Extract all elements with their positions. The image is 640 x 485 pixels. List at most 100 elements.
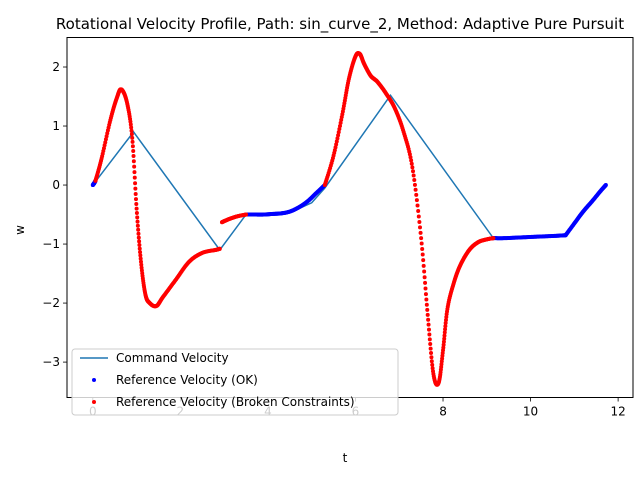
reference-broken-point (131, 159, 136, 164)
reference-broken-point (129, 125, 134, 130)
reference-broken-point (335, 136, 340, 141)
reference-ok-point (603, 183, 608, 188)
reference-broken-point (336, 130, 341, 135)
reference-broken-point (130, 144, 135, 149)
reference-broken-point (129, 128, 134, 133)
reference-broken-point (424, 297, 429, 302)
reference-broken-point (137, 246, 142, 251)
reference-broken-point (416, 214, 421, 219)
reference-broken-point (139, 262, 144, 267)
chart-title: Rotational Velocity Profile, Path: sin_c… (56, 15, 624, 34)
reference-broken-point (337, 127, 342, 132)
reference-broken-point (133, 192, 138, 196)
reference-broken-point (414, 192, 419, 197)
reference-broken-point (414, 198, 419, 203)
reference-broken-point (408, 155, 413, 160)
reference-broken-point (136, 227, 141, 232)
legend-box (71, 348, 399, 416)
reference-broken-point (430, 362, 435, 367)
reference-broken-point (420, 252, 425, 257)
y-axis: −3 −2 −1 0 1 2 (42, 60, 67, 369)
reference-broken-point (411, 173, 416, 178)
reference-broken-point (419, 241, 424, 246)
reference-broken-point (418, 225, 422, 230)
x-tick-label: 12 (610, 405, 625, 419)
reference-broken-point (338, 123, 342, 128)
reference-broken-point (424, 302, 429, 307)
reference-broken-point (134, 202, 139, 207)
reference-broken-point (135, 219, 140, 224)
reference-broken-point (423, 280, 428, 285)
reference-broken-point (138, 259, 143, 264)
reference-broken-point (334, 139, 339, 144)
reference-broken-point (442, 336, 447, 341)
reference-broken-point (429, 359, 434, 364)
reference-broken-point (426, 317, 431, 322)
reference-broken-point (135, 215, 140, 220)
legend-label-ok: Reference Velocity (OK) (116, 373, 258, 387)
reference-broken-point (413, 187, 418, 192)
reference-broken-point (421, 263, 426, 268)
reference-broken-point (443, 321, 448, 325)
reference-broken-point (137, 243, 142, 248)
legend-label-broken: Reference Velocity (Broken Constraints) (116, 395, 355, 409)
reference-broken-point (129, 132, 134, 137)
reference-broken-point (415, 203, 420, 208)
reference-broken-point (412, 182, 417, 187)
reference-broken-point (128, 122, 133, 127)
reference-broken-point (429, 355, 434, 360)
y-axis-label: w (13, 225, 27, 235)
reference-broken-point (425, 312, 430, 317)
reference-broken-point (427, 337, 432, 342)
y-tick-label: 0 (52, 178, 60, 192)
reference-broken-point (137, 239, 142, 244)
command-velocity-line (92, 94, 607, 252)
reference-broken-point (104, 134, 109, 139)
reference-broken-point (132, 175, 137, 180)
reference-broken-point (422, 275, 427, 280)
reference-broken-point (426, 322, 431, 327)
reference-broken-point (442, 330, 447, 335)
reference-broken-point (428, 342, 433, 347)
x-axis-label: t (343, 451, 348, 465)
y-tick-label: −2 (42, 296, 60, 310)
reference-broken-point (416, 208, 421, 213)
legend: Command Velocity Reference Velocity (OK)… (71, 348, 399, 416)
reference-broken-point (131, 148, 136, 153)
reference-broken-point (135, 223, 140, 228)
reference-broken-point (420, 246, 425, 251)
y-tick-label: −3 (42, 355, 60, 369)
reference-broken-point (409, 158, 414, 163)
x-tick-label: 8 (439, 405, 447, 419)
reference-broken-point (133, 181, 138, 186)
reference-broken-point (134, 206, 139, 211)
reference-broken-point (418, 230, 423, 235)
reference-broken-point (336, 133, 341, 138)
reference-broken-point (103, 137, 108, 142)
reference-broken-point (429, 351, 434, 356)
reference-broken-point (138, 256, 143, 261)
axes-frame (66, 37, 634, 398)
reference-broken-point (443, 324, 448, 329)
plot-area (90, 51, 608, 387)
reference-broken-point (131, 154, 136, 158)
reference-broken-point (441, 339, 446, 344)
reference-broken-point (334, 142, 339, 147)
reference-broken-point (132, 170, 137, 175)
reference-broken-point (443, 327, 448, 332)
y-tick-label: 1 (52, 119, 60, 133)
reference-broken-point (133, 186, 138, 191)
reference-broken-point (423, 286, 428, 291)
legend-label-command: Command Velocity (116, 351, 229, 365)
reference-broken-point (138, 250, 143, 255)
reference-broken-point (136, 231, 141, 236)
reference-broken-point (421, 258, 426, 263)
command-velocity-vertex (390, 95, 391, 96)
reference-broken-point (443, 317, 448, 322)
reference-broken-point (491, 236, 496, 241)
reference-broken-point (136, 235, 141, 240)
reference-broken-point (441, 342, 446, 347)
reference-broken-point (417, 219, 422, 224)
reference-broken-point (130, 139, 135, 144)
